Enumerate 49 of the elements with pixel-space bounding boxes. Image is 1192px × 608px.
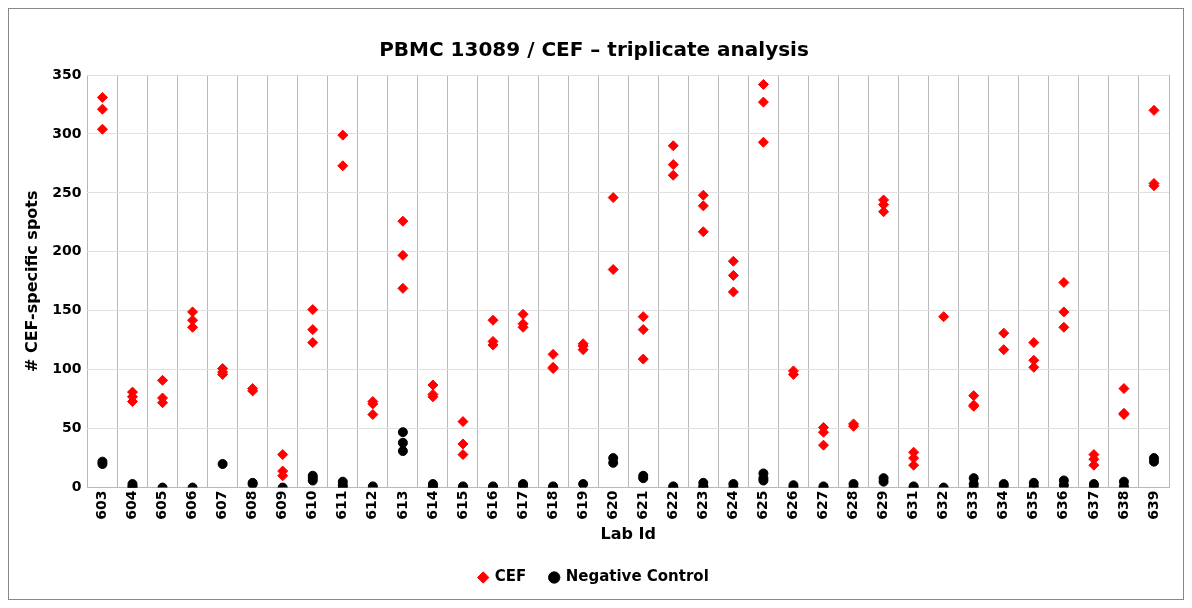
y-tick-label: 150 — [52, 301, 82, 318]
x-tick-label: 631 — [904, 490, 921, 520]
x-tick-label: 617 — [513, 490, 530, 520]
x-tick-label: 626 — [784, 490, 801, 520]
x-tick-label: 627 — [814, 490, 831, 520]
x-tick-label: 604 — [123, 490, 140, 520]
y-tick-label: 100 — [52, 360, 82, 377]
legend-label: Negative Control — [565, 567, 709, 586]
x-tick-label: 635 — [1024, 490, 1041, 520]
y-tick-label: 350 — [52, 65, 82, 82]
x-tick-label: 636 — [1054, 490, 1071, 520]
x-tick-label: 637 — [1084, 490, 1101, 520]
x-tick-label: 620 — [603, 490, 620, 520]
x-tick-label: 625 — [754, 490, 771, 520]
legend-label: CEF — [494, 567, 527, 586]
x-tick-label: 608 — [243, 490, 260, 520]
x-tick-label: 613 — [393, 490, 410, 520]
x-tick-label: 639 — [1144, 490, 1161, 520]
x-tick-label: 628 — [844, 490, 861, 520]
x-tick-label: 622 — [663, 490, 680, 520]
x-tick-label: 632 — [934, 490, 951, 520]
x-axis-title: Lab Id — [600, 523, 656, 543]
x-tick-label: 614 — [423, 490, 440, 520]
x-tick-label: 612 — [363, 490, 380, 520]
x-tick-label: 623 — [693, 490, 710, 520]
x-tick-label: 609 — [273, 490, 290, 520]
y-tick-label: 300 — [52, 124, 82, 141]
y-tick-label: 200 — [52, 242, 82, 259]
x-tick-label: 618 — [543, 490, 560, 520]
x-tick-label: 611 — [333, 490, 350, 520]
x-tick-label: 605 — [153, 490, 170, 520]
y-axis-title: # CEF-specific spots — [21, 190, 41, 373]
x-tick-label: 610 — [303, 490, 320, 520]
y-tick-label: 250 — [52, 183, 82, 200]
x-tick-label: 624 — [724, 490, 741, 520]
x-tick-label: 634 — [994, 490, 1011, 520]
x-tick-label: 606 — [183, 490, 200, 520]
y-tick-label: 50 — [61, 419, 82, 436]
x-tick-label: 603 — [93, 490, 110, 520]
x-tick-label: 633 — [964, 490, 981, 520]
x-tick-label: 607 — [213, 490, 230, 520]
x-tick-label: 616 — [483, 490, 500, 520]
x-tick-label: 638 — [1114, 490, 1131, 520]
chart-title: PBMC 13089 / CEF – triplicate analysis — [379, 37, 809, 62]
y-tick-label: 0 — [71, 478, 82, 495]
x-tick-label: 615 — [453, 490, 470, 520]
x-tick-label: 629 — [874, 490, 891, 520]
x-tick-label: 621 — [633, 490, 650, 520]
x-tick-label: 619 — [573, 490, 590, 520]
